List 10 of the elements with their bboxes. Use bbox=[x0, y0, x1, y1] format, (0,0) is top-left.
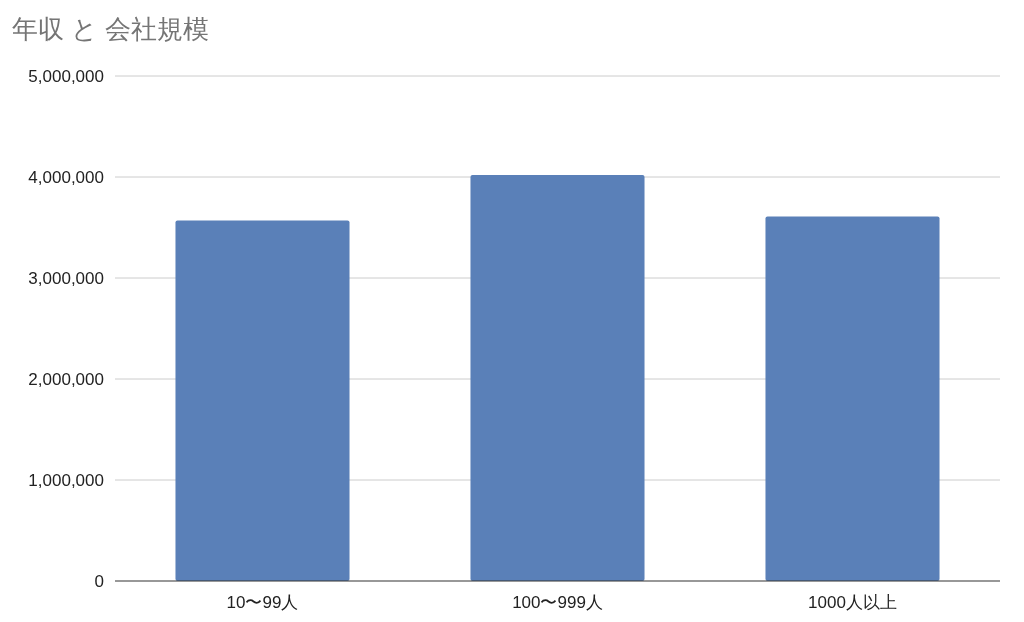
x-tick-label: 1000人以上 bbox=[808, 593, 897, 612]
y-tick-label: 5,000,000 bbox=[28, 67, 104, 86]
x-tick-label: 10〜99人 bbox=[226, 593, 299, 612]
y-tick-label: 4,000,000 bbox=[28, 168, 104, 187]
x-tick-label: 100〜999人 bbox=[512, 593, 603, 612]
chart-title: 年収 と 会社規模 bbox=[12, 14, 210, 44]
y-tick-label: 1,000,000 bbox=[28, 471, 104, 490]
y-tick-label: 2,000,000 bbox=[28, 370, 104, 389]
y-tick-label: 0 bbox=[94, 572, 104, 591]
y-tick-label: 3,000,000 bbox=[28, 269, 104, 288]
